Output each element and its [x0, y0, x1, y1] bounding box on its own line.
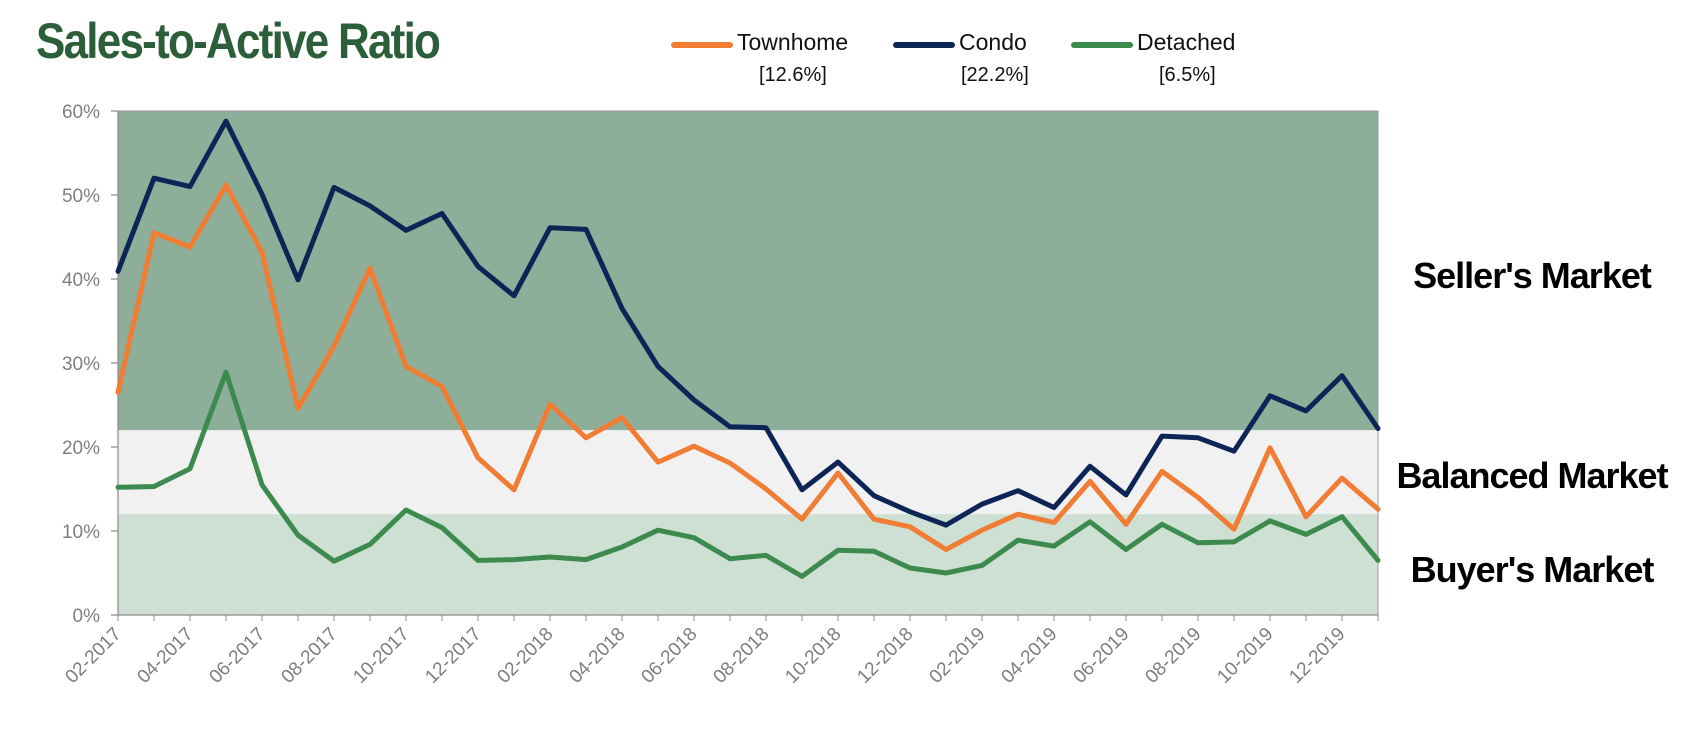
zone-balanced-market: [118, 430, 1378, 515]
legend-swatch-detached: [1071, 42, 1133, 48]
x-tick-label: 02-2018: [493, 624, 557, 688]
x-tick-label: 04-2017: [133, 624, 197, 688]
zone-buyer-s-market: [118, 514, 1378, 615]
x-tick-label: 06-2018: [637, 624, 701, 688]
chart-title: Sales-to-Active Ratio: [36, 13, 441, 69]
x-tick-label: 02-2019: [925, 624, 989, 688]
y-tick-label: 50%: [62, 186, 100, 207]
y-tick-label: 30%: [62, 354, 100, 375]
x-tick-label: 12-2019: [1285, 624, 1349, 688]
legend-value-detached: [6.5%]: [1159, 64, 1216, 86]
x-tick-label: 04-2019: [997, 624, 1061, 688]
y-tick-label: 10%: [62, 522, 100, 543]
legend-label-townhome: Townhome: [737, 29, 849, 55]
legend-value-townhome: [12.6%]: [759, 64, 827, 86]
x-tick-label: 10-2018: [781, 624, 845, 688]
legend-label-detached: Detached: [1137, 29, 1236, 55]
y-tick-label: 40%: [62, 270, 100, 291]
x-tick-label: 04-2018: [565, 624, 629, 688]
x-tick-label: 12-2018: [853, 624, 917, 688]
series-line-condo: [115, 118, 1381, 528]
zone-label-balanced-market: Balanced Market: [1396, 455, 1668, 496]
x-tick-label: 08-2019: [1141, 624, 1205, 688]
series-lines: [115, 118, 1381, 579]
y-tick-label: 20%: [62, 438, 100, 459]
x-tick-label: 02-2017: [61, 624, 125, 688]
x-tick-label: 10-2019: [1213, 624, 1277, 688]
legend-label-condo: Condo: [959, 29, 1027, 55]
legend-swatch-townhome: [671, 42, 733, 48]
x-tick-label: 10-2017: [349, 624, 413, 688]
legend-swatch-condo: [893, 42, 955, 48]
series-line-townhome: [115, 182, 1381, 552]
x-tick-label: 06-2017: [205, 624, 269, 688]
series-line-detached: [115, 369, 1381, 579]
zone-label-seller-s-market: Seller's Market: [1413, 255, 1652, 296]
zone-labels: Seller's Market Balanced Market Buyer's Ma…: [1396, 255, 1669, 590]
zone-seller-s-market: [118, 111, 1378, 431]
zone-label-buyer-s-market: Buyer's Market: [1411, 549, 1655, 590]
legend-value-condo: [22.2%]: [961, 64, 1029, 86]
y-tick-label: 0%: [73, 606, 101, 627]
market-zones: [117, 110, 1379, 616]
x-tick-label: 12-2017: [421, 624, 485, 688]
x-tick-label: 08-2017: [277, 624, 341, 688]
x-tick-label: 06-2019: [1069, 624, 1133, 688]
y-tick-label: 60%: [62, 102, 100, 123]
x-tick-label: 08-2018: [709, 624, 773, 688]
